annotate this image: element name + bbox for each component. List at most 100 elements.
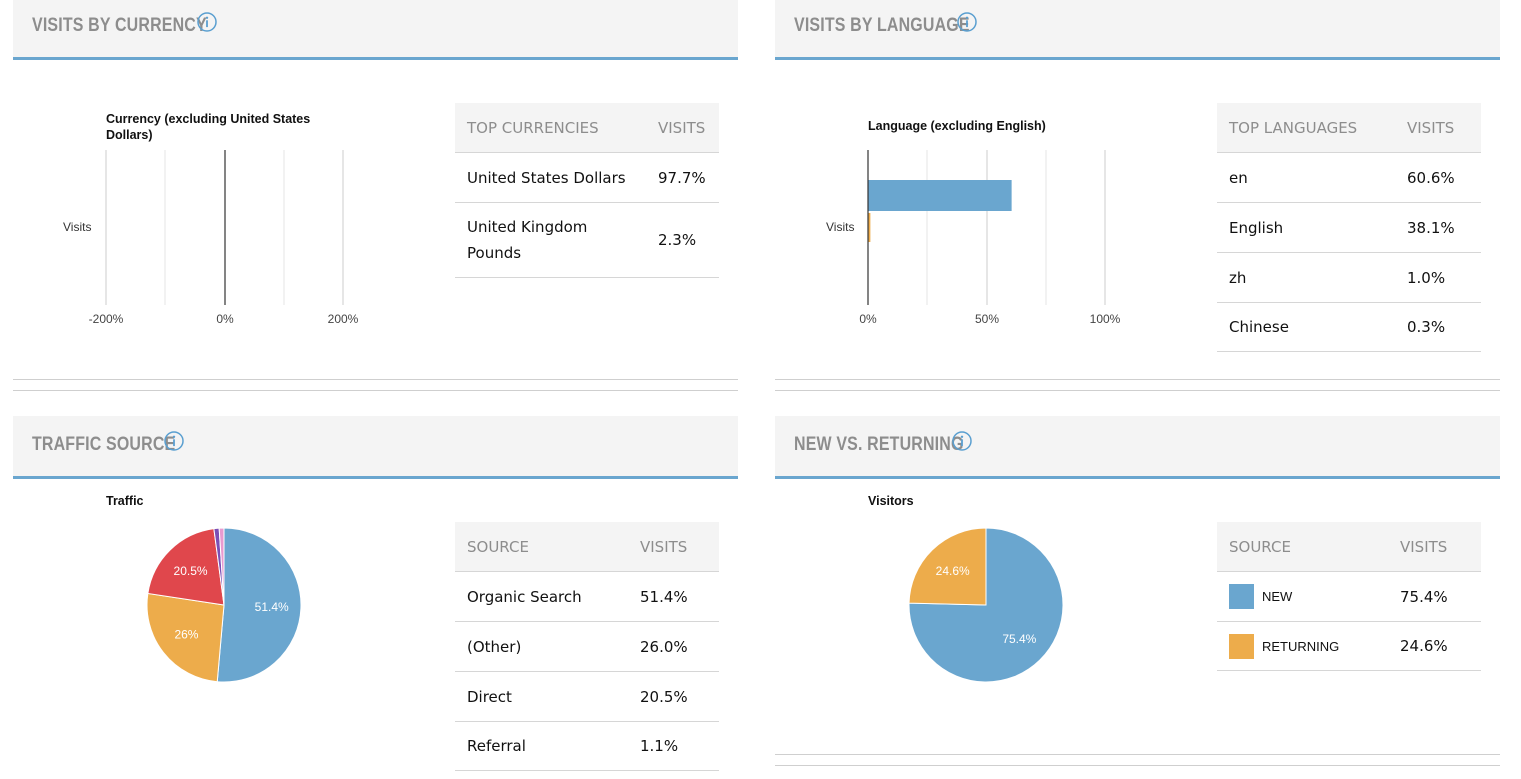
language-table: TOP LANGUAGES VISITS en 60.6% English 38… [1217,103,1481,352]
x-tick-label: 0% [859,312,877,326]
pie-data-label: 75.4% [1002,632,1036,646]
cell-name: (Other) [455,621,628,672]
chart-title: Currency (excluding United States Dollar… [106,112,311,142]
cell-name: Chinese [1217,302,1395,352]
table-row: United States Dollars 97.7% [455,152,719,203]
column-header[interactable]: SOURCE [1217,522,1388,572]
table-header-row: TOP CURRENCIES VISITS [455,103,719,153]
cell-name: Referral [455,721,628,771]
language-panel: VISITS BY LANGUAGE Language (excluding E… [775,0,1500,395]
table-row: zh 1.0% [1217,252,1481,303]
cell-name: Direct [455,671,628,722]
column-header[interactable]: VISITS [628,522,719,572]
table-row: Referral 1.1% [455,721,719,771]
cell-visits: 26.0% [628,621,719,672]
legend-swatch-new [1229,584,1254,609]
x-tick-label: 0% [216,312,234,326]
x-tick-label: 50% [974,312,1000,326]
column-header[interactable]: SOURCE [455,522,628,572]
y-axis-label: Visits [63,220,92,234]
cell-visits: 24.6% [1388,621,1481,671]
legend-label: RETURNING [1262,638,1340,654]
traffic-pie-chart: 51.4% 26% 20.5% [146,527,302,683]
table-row: NEW 75.4% [1217,571,1481,622]
table-header-row: SOURCE VISITS [1217,522,1481,572]
chart-title: Visitors [868,494,914,508]
traffic-panel: TRAFFIC SOURCE Traffic 51.4% 26% 20.5% SOU… [13,416,738,779]
pie-slice-returning[interactable] [908,527,987,606]
info-icon[interactable] [197,12,217,32]
info-icon[interactable] [957,12,977,32]
chart-title: Language (excluding English) [868,119,1046,133]
cell-visits: 51.4% [628,571,719,622]
table-row: en 60.6% [1217,152,1481,203]
column-header[interactable]: VISITS [1388,522,1481,572]
currency-table: TOP CURRENCIES VISITS United States Doll… [455,103,719,278]
pie-slice-organic-search[interactable] [216,527,302,683]
table-row: RETURNING 24.6% [1217,621,1481,671]
currency-panel: VISITS BY CURRENCY Currency (excluding U… [13,0,738,395]
visitors-pie-chart: 75.4% 24.6% [908,527,1064,683]
table-row: English 38.1% [1217,202,1481,253]
panel-divider [775,390,1500,391]
cell-visits: 2.3% [646,202,719,278]
table-header-row: TOP LANGUAGES VISITS [1217,103,1481,153]
bar-zh[interactable] [868,213,871,242]
pie-data-label: 24.6% [936,564,970,578]
cell-name: Organic Search [455,571,628,622]
cell-name: NEW [1217,571,1388,622]
table-header-row: SOURCE VISITS [455,522,719,572]
currency-chart [105,150,344,305]
cell-name: United States Dollars [455,152,646,203]
y-axis-label: Visits [826,220,855,234]
new-returning-table: SOURCE VISITS NEW 75.4% RETURNING 24.6% [1217,522,1481,671]
info-icon[interactable] [952,431,972,451]
new-returning-panel: NEW VS. RETURNING Visitors 75.4% 24.6% SO… [775,416,1500,779]
panel-divider [775,765,1500,766]
traffic-table: SOURCE VISITS Organic Search 51.4% (Othe… [455,522,719,771]
cell-visits: 0.3% [1395,302,1481,352]
panel-title: VISITS BY LANGUAGE [794,15,970,36]
pie-data-label: 20.5% [174,564,208,578]
panel-divider [13,390,738,391]
x-tick-label: -200% [88,312,124,326]
pie-slice-slice-4[interactable] [218,527,225,606]
cell-visits: 20.5% [628,671,719,722]
panel-header: VISITS BY LANGUAGE [775,0,1500,60]
column-header[interactable]: VISITS [646,103,719,153]
language-chart [867,150,1106,305]
table-row: (Other) 26.0% [455,621,719,672]
column-header[interactable]: TOP CURRENCIES [455,103,646,153]
pie-slice--other-[interactable] [146,592,225,683]
table-row: Chinese 0.3% [1217,302,1481,352]
column-header[interactable]: VISITS [1395,103,1481,153]
cell-name: RETURNING [1217,621,1388,671]
cell-visits: 1.0% [1395,252,1481,303]
cell-name: English [1217,202,1395,253]
table-row: United Kingdom Pounds 2.3% [455,202,719,278]
cell-name: United Kingdom Pounds [455,202,646,278]
info-icon[interactable] [164,431,184,451]
bar-en[interactable] [868,180,1012,211]
cell-visits: 1.1% [628,721,719,771]
cell-visits: 60.6% [1395,152,1481,203]
cell-name: zh [1217,252,1395,303]
cell-name: en [1217,152,1395,203]
column-header[interactable]: TOP LANGUAGES [1217,103,1395,153]
cell-visits: 97.7% [646,152,719,203]
panel-header: NEW VS. RETURNING [775,416,1500,479]
pie-slice-new[interactable] [908,527,1064,683]
pie-slice-direct[interactable] [147,528,225,606]
panel-header: VISITS BY CURRENCY [13,0,738,60]
panel-header: TRAFFIC SOURCE [13,416,738,479]
pie-data-label: 51.4% [255,600,289,614]
legend-swatch-returning [1229,633,1254,659]
panel-title: VISITS BY CURRENCY [32,15,207,36]
pie-data-label: 26% [174,627,198,641]
panel-divider [775,754,1500,755]
table-row: Direct 20.5% [455,671,719,722]
chart-title: Traffic [106,494,144,508]
panel-title: NEW VS. RETURNING [794,434,964,455]
legend-label: NEW [1262,589,1293,604]
panel-divider [13,379,738,380]
